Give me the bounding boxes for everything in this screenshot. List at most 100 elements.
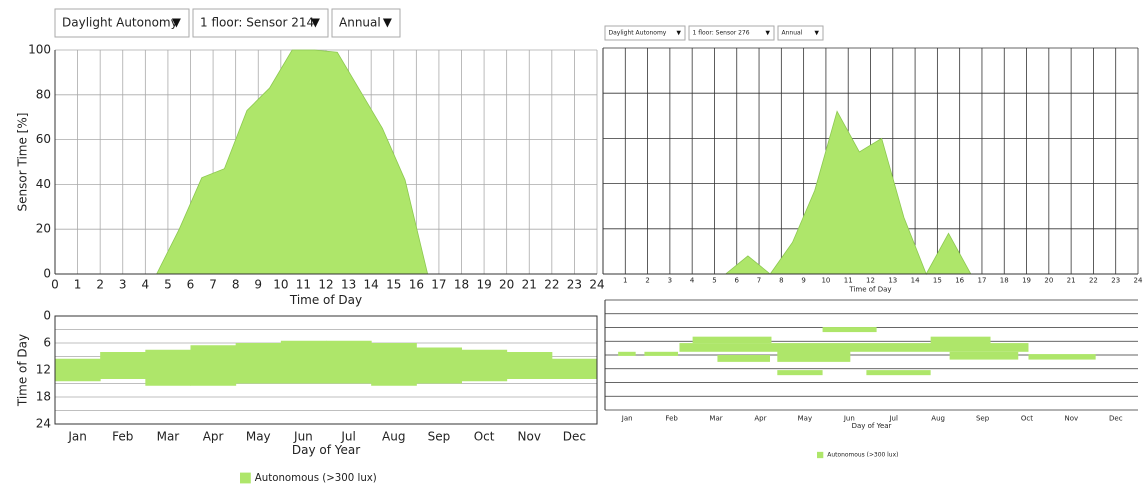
x-tick-label: 6 xyxy=(187,277,195,291)
x-tick-label: 12 xyxy=(318,277,333,291)
x-tick-label: 2 xyxy=(645,276,649,284)
x-tick-label: 7 xyxy=(757,276,761,284)
x-tick-label: 24 xyxy=(589,277,604,291)
y-axis-label: Time of Day xyxy=(16,334,30,407)
dropdown-box[interactable] xyxy=(604,25,686,41)
band-segment xyxy=(777,350,851,362)
y-tick-label: 80 xyxy=(36,87,51,101)
x-tick-label: 21 xyxy=(1067,276,1076,284)
x-tick-label: Jan xyxy=(67,430,87,444)
dropdown-box[interactable] xyxy=(192,8,329,38)
y-tick-label: 12 xyxy=(36,363,51,377)
band-segment xyxy=(949,351,1019,360)
x-tick-label: 22 xyxy=(1089,276,1098,284)
dropdown[interactable]: Daylight Autonomy xyxy=(54,8,190,38)
x-tick-label: Dec xyxy=(1109,414,1123,422)
x-tick-label: 19 xyxy=(1022,276,1031,284)
x-tick-label: 5 xyxy=(164,277,172,291)
band-segment xyxy=(190,345,237,386)
x-tick-label: 15 xyxy=(386,277,401,291)
x-tick-label: Jun xyxy=(843,414,855,422)
dropdown-arrow[interactable] xyxy=(310,18,320,28)
dropdown-label[interactable]: Daylight Autonomy xyxy=(609,30,667,37)
y-tick-label: 0 xyxy=(43,267,51,281)
x-tick-label: 14 xyxy=(911,276,920,284)
x-tick-label: 2 xyxy=(96,277,104,291)
y-tick-label: 20 xyxy=(36,222,51,236)
x-axis-label: Time of Day xyxy=(289,293,362,307)
dropdown-label[interactable]: 1 floor: Sensor 276 xyxy=(693,30,750,37)
band-segment xyxy=(866,370,931,376)
x-tick-label: 6 xyxy=(735,276,740,284)
dropdown-label[interactable]: 1 floor: Sensor 214 xyxy=(200,16,314,30)
band-segment xyxy=(644,351,679,356)
x-tick-label: 4 xyxy=(142,277,150,291)
dropdown-box[interactable] xyxy=(54,8,190,38)
x-tick-label: 16 xyxy=(955,276,964,284)
dropdown-label[interactable]: Annual xyxy=(782,30,803,37)
x-tick-label: 13 xyxy=(341,277,356,291)
x-tick-label: 18 xyxy=(454,277,469,291)
band-segment xyxy=(326,340,372,384)
x-tick-label: Aug xyxy=(382,430,405,444)
x-tick-label: 7 xyxy=(209,277,217,291)
x-tick-label: 4 xyxy=(690,276,695,284)
dropdown-box[interactable] xyxy=(688,25,775,41)
x-tick-label: 17 xyxy=(977,276,986,284)
band-segment xyxy=(692,336,772,344)
x-tick-label: 16 xyxy=(409,277,424,291)
x-tick-label: 10 xyxy=(273,277,288,291)
area xyxy=(55,49,597,275)
dropdown[interactable]: 1 floor: Sensor 276 xyxy=(688,25,775,41)
dropdown[interactable]: 1 floor: Sensor 214 xyxy=(192,8,329,38)
band-segment xyxy=(371,343,417,386)
band-segment xyxy=(679,343,1029,352)
x-tick-label: May xyxy=(246,430,271,444)
plot-frame xyxy=(54,315,598,425)
x-tick-label: 20 xyxy=(1044,276,1053,284)
band-segment xyxy=(822,327,877,333)
dropdown-label[interactable]: Annual xyxy=(339,16,381,30)
x-axis-label: Day of Year xyxy=(852,422,892,430)
x-tick-label: 1 xyxy=(623,276,627,284)
x-tick-label: Jul xyxy=(340,430,355,444)
x-tick-label: 11 xyxy=(844,276,853,284)
x-tick-label: 3 xyxy=(668,276,672,284)
dropdown[interactable]: Annual xyxy=(331,8,401,38)
area xyxy=(603,110,1138,275)
x-tick-label: 19 xyxy=(476,277,491,291)
y-tick-label: 18 xyxy=(36,390,51,404)
x-tick-label: 24 xyxy=(1134,276,1143,284)
x-tick-label: 0 xyxy=(51,277,59,291)
band-segment xyxy=(55,358,101,382)
x-tick-label: 15 xyxy=(933,276,942,284)
dropdown-arrow[interactable] xyxy=(676,30,681,36)
dropdown-arrow[interactable] xyxy=(765,30,770,36)
y-tick-label: 40 xyxy=(36,177,51,191)
y-axis-label: Sensor Time [%] xyxy=(16,113,30,212)
x-tick-label: 13 xyxy=(888,276,897,284)
band-segment xyxy=(777,370,823,376)
band-segment xyxy=(100,352,146,379)
band-segment xyxy=(618,351,636,356)
dropdown[interactable]: Daylight Autonomy xyxy=(604,25,686,41)
x-tick-label: 3 xyxy=(119,277,127,291)
x-tick-label: Apr xyxy=(754,414,766,422)
band-segment xyxy=(280,340,327,384)
x-tick-label: 21 xyxy=(522,277,537,291)
x-tick-label: Mar xyxy=(157,430,180,444)
x-tick-label: Aug xyxy=(931,414,945,422)
dropdown[interactable]: Annual xyxy=(777,25,824,41)
x-tick-label: Nov xyxy=(1065,414,1079,422)
x-tick-label: Apr xyxy=(203,430,224,444)
dropdown-arrow[interactable] xyxy=(814,30,819,36)
dropdown-label[interactable]: Daylight Autonomy xyxy=(62,16,178,30)
dropdown-arrow[interactable] xyxy=(382,18,392,28)
dropdown-arrow[interactable] xyxy=(171,18,181,28)
legend-swatch xyxy=(240,472,251,484)
x-tick-label: 1 xyxy=(74,277,82,291)
x-tick-label: Oct xyxy=(1021,414,1033,422)
dropdown-box[interactable] xyxy=(777,25,824,41)
band-segment xyxy=(1028,354,1096,360)
